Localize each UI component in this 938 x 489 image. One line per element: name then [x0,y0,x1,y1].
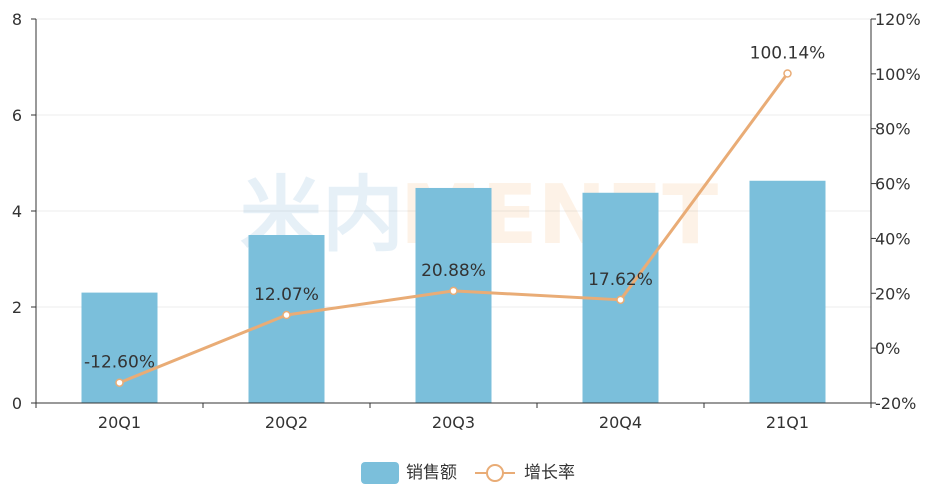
growth-data-label: 100.14% [750,43,826,63]
y-left-tick-label: 6 [12,106,22,125]
y-left-tick-label: 2 [12,298,22,317]
y-right-tick-label: 40% [875,229,911,248]
growth-data-label: 12.07% [254,285,319,305]
growth-data-label: 17.62% [588,270,653,290]
y-right-tick-label: 80% [875,120,911,139]
growth-point-20q3 [449,286,458,296]
growth-point-20q1 [115,378,124,387]
axes: 0 2 4 6 8 -20% 0% 20% 40% 60% 80% 100% 120% 20Q1 20Q2 2… [12,10,921,432]
growth-data-label: -12.60% [84,353,155,373]
growth-data-label: 20.88% [421,261,486,281]
y-right-tick-label: 0% [875,339,900,358]
y-right-tick-label: 100% [875,65,921,84]
legend-line-marker [486,464,504,482]
y-right-tick-label: 120% [875,10,921,29]
y-left-tick-label: 0 [12,394,22,413]
y-right-tick-label: 60% [875,175,911,194]
legend[interactable]: 销售额 增长率 [361,462,575,484]
y-right-tick-label: -20% [875,394,916,413]
y-left-tick-label: 4 [12,202,22,221]
y-left-tick-label: 8 [12,10,22,29]
x-tick-label: 20Q1 [98,413,141,432]
x-tick-label: 20Q3 [432,413,475,432]
growth-point-20q4 [616,295,625,305]
line-series [115,69,792,387]
y-right-tick-label: 20% [875,284,911,303]
data-labels: -12.60% 12.07% 20.88% 17.62% 100.14% [84,43,825,372]
bar-21q1 [749,180,826,403]
growth-point-20q2 [282,310,291,320]
legend-bar-swatch[interactable] [361,462,399,484]
x-tick-label: 21Q1 [766,413,809,432]
watermark: 米内 MENET [240,168,718,263]
growth-point-21q1 [783,69,792,78]
x-tick-label: 20Q2 [265,413,308,432]
x-tick-label: 20Q4 [599,413,642,432]
legend-label-growth[interactable]: 增长率 [524,463,575,483]
legend-label-sales[interactable]: 销售额 [406,463,457,483]
